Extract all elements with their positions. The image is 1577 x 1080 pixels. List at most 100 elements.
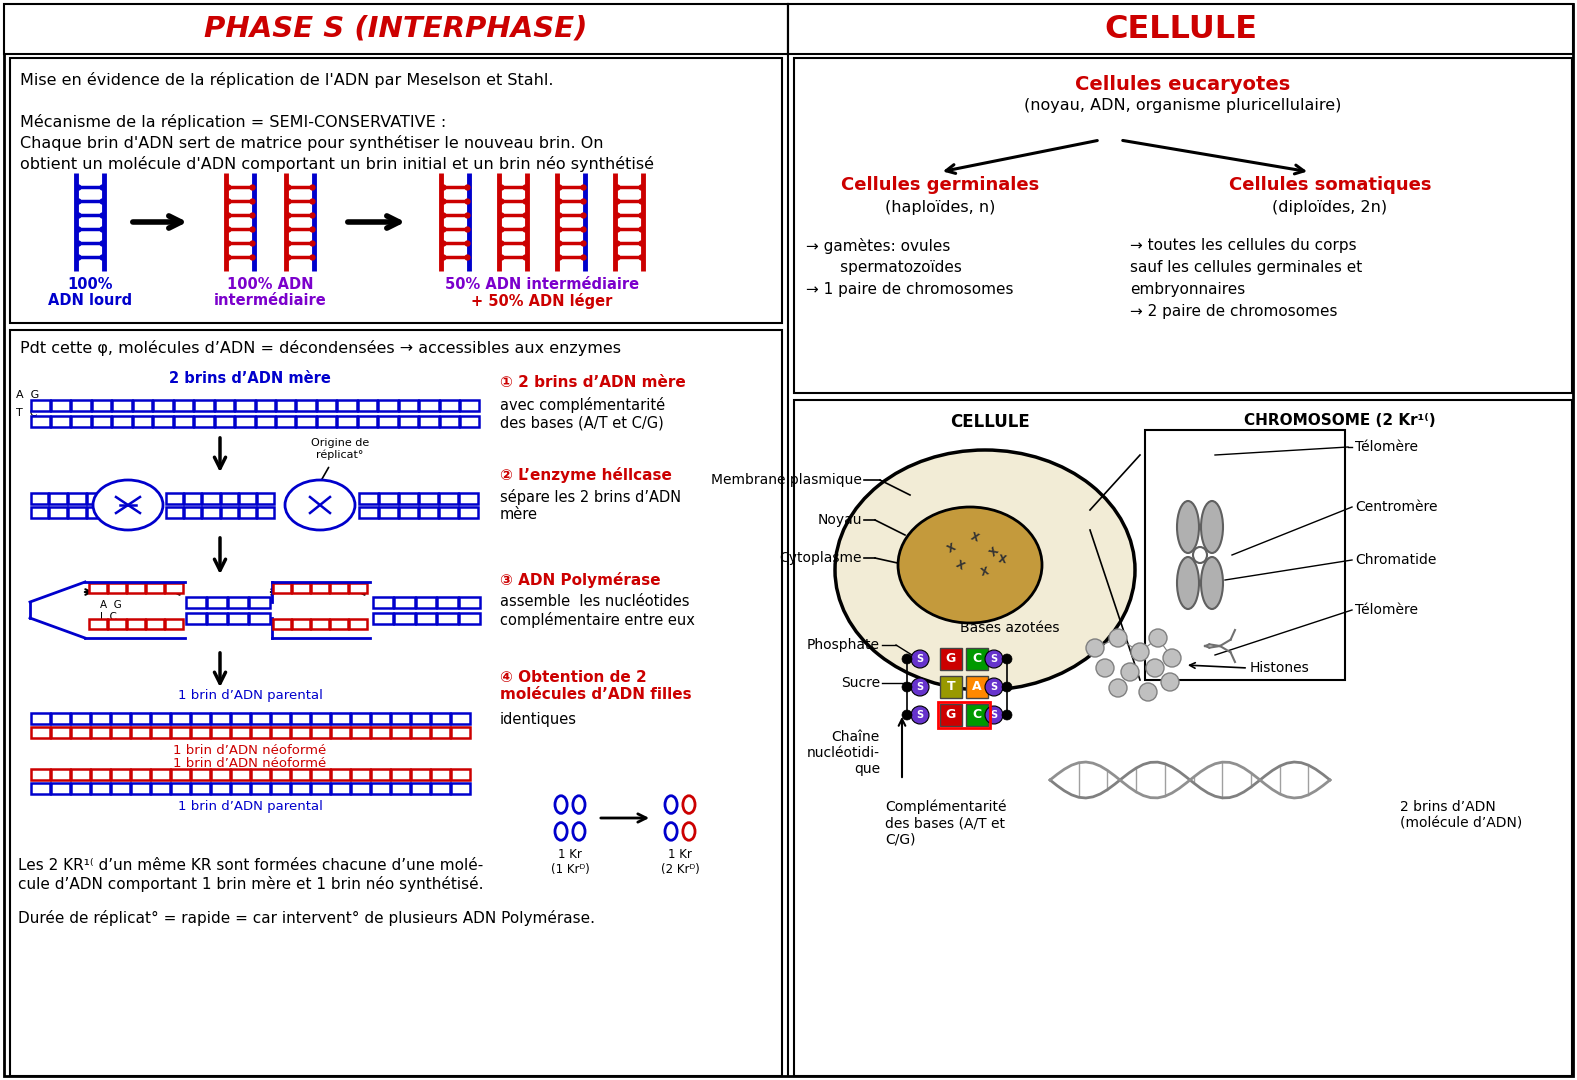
- Text: + 50% ADN léger: + 50% ADN léger: [472, 293, 613, 309]
- Ellipse shape: [93, 480, 162, 530]
- Bar: [194, 416, 213, 427]
- Bar: [110, 769, 129, 780]
- Circle shape: [902, 654, 912, 664]
- Bar: [394, 612, 415, 623]
- Bar: [459, 492, 478, 503]
- Bar: [331, 769, 350, 780]
- Circle shape: [1139, 683, 1158, 701]
- Bar: [251, 783, 270, 794]
- Bar: [170, 783, 189, 794]
- Text: X: X: [979, 566, 990, 578]
- Bar: [202, 507, 219, 517]
- Text: (diploïdes, 2n): (diploïdes, 2n): [1273, 200, 1388, 215]
- Bar: [371, 769, 390, 780]
- Bar: [186, 596, 205, 607]
- Bar: [9, 330, 782, 1076]
- Bar: [410, 713, 429, 724]
- Bar: [337, 416, 356, 427]
- Text: 1 brin d’ADN parental: 1 brin d’ADN parental: [178, 689, 322, 702]
- Bar: [194, 400, 213, 410]
- Text: identiques: identiques: [500, 712, 577, 727]
- Bar: [271, 727, 290, 738]
- Bar: [290, 769, 309, 780]
- Bar: [378, 400, 397, 410]
- Bar: [30, 492, 49, 503]
- Bar: [170, 713, 189, 724]
- Bar: [410, 769, 429, 780]
- Text: Cellules germinales: Cellules germinales: [841, 176, 1039, 194]
- Bar: [349, 583, 366, 593]
- Text: Chaque brin d'ADN sert de matrice pour synthétiser le nouveau brin. On: Chaque brin d'ADN sert de matrice pour s…: [21, 135, 604, 151]
- Text: assemble  les nucléotides
complémentaire entre eux: assemble les nucléotides complémentaire …: [500, 594, 695, 627]
- Text: Sucre: Sucre: [841, 676, 880, 690]
- Circle shape: [1109, 629, 1128, 647]
- Bar: [372, 612, 393, 623]
- Bar: [214, 416, 233, 427]
- Text: ③ ADN Polymérase: ③ ADN Polymérase: [500, 572, 661, 588]
- Bar: [460, 400, 479, 410]
- Bar: [967, 704, 989, 726]
- Bar: [210, 769, 230, 780]
- Text: G: G: [946, 708, 956, 721]
- Bar: [419, 400, 438, 410]
- Ellipse shape: [1176, 501, 1199, 553]
- Bar: [451, 783, 470, 794]
- Text: ADN lourd: ADN lourd: [47, 293, 132, 308]
- Circle shape: [1001, 710, 1012, 720]
- Bar: [30, 400, 50, 410]
- Bar: [330, 619, 347, 629]
- Ellipse shape: [1202, 501, 1224, 553]
- Bar: [399, 416, 418, 427]
- Text: embryonnaires: embryonnaires: [1131, 282, 1246, 297]
- Circle shape: [986, 650, 1003, 669]
- Bar: [210, 713, 230, 724]
- Bar: [71, 783, 90, 794]
- Bar: [88, 619, 107, 629]
- Bar: [191, 769, 210, 780]
- Bar: [418, 492, 437, 503]
- Bar: [431, 769, 449, 780]
- Bar: [251, 727, 270, 738]
- Bar: [290, 727, 309, 738]
- Text: 100%: 100%: [68, 276, 112, 292]
- Bar: [110, 727, 129, 738]
- Circle shape: [912, 706, 929, 724]
- Text: 1 Kr
(1 Krᴰ): 1 Kr (1 Krᴰ): [550, 848, 590, 876]
- Text: intermédiaire: intermédiaire: [213, 293, 326, 308]
- Bar: [230, 783, 249, 794]
- Text: X: X: [997, 554, 1006, 566]
- Text: X: X: [989, 545, 1001, 558]
- Bar: [330, 583, 347, 593]
- Bar: [153, 400, 173, 410]
- Bar: [255, 416, 274, 427]
- Bar: [459, 596, 479, 607]
- Text: S: S: [990, 681, 998, 692]
- Bar: [91, 416, 112, 427]
- Bar: [112, 416, 132, 427]
- Bar: [451, 727, 470, 738]
- Bar: [207, 596, 227, 607]
- Circle shape: [1001, 654, 1012, 664]
- Bar: [131, 783, 150, 794]
- Bar: [967, 648, 989, 670]
- Bar: [311, 727, 330, 738]
- Bar: [164, 619, 183, 629]
- Text: Bases azotées: Bases azotées: [960, 621, 1060, 635]
- Bar: [68, 492, 85, 503]
- Text: 100% ADN: 100% ADN: [227, 276, 314, 292]
- Bar: [290, 783, 309, 794]
- Text: 1 brin d’ADN néoformé: 1 brin d’ADN néoformé: [173, 757, 326, 770]
- Bar: [358, 400, 377, 410]
- Text: → 1 paire de chromosomes: → 1 paire de chromosomes: [806, 282, 1014, 297]
- Text: G: G: [946, 652, 956, 665]
- Bar: [967, 676, 989, 698]
- Bar: [410, 783, 429, 794]
- Text: S: S: [916, 710, 924, 720]
- Text: → toutes les cellules du corps: → toutes les cellules du corps: [1131, 238, 1356, 253]
- Bar: [311, 583, 328, 593]
- Bar: [5, 4, 788, 54]
- Circle shape: [1162, 649, 1181, 667]
- Bar: [49, 492, 66, 503]
- Circle shape: [1087, 639, 1104, 657]
- Ellipse shape: [1202, 557, 1224, 609]
